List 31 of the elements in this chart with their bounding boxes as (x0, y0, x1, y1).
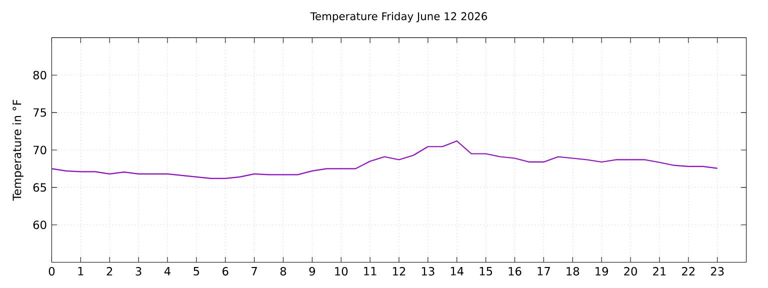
x-tick-label: 14 (450, 267, 464, 276)
x-tick-label: 11 (364, 267, 376, 276)
x-tick-label: 20 (624, 267, 637, 276)
x-tick-label: 22 (682, 267, 694, 276)
x-tick-label: 0 (48, 267, 55, 276)
x-tick-label: 13 (422, 267, 434, 276)
x-tick-label: 7 (252, 267, 257, 276)
y-tick-label: 80 (33, 70, 46, 80)
chart-title: Temperature Friday June 12 2026 (310, 12, 487, 22)
x-tick-label: 3 (136, 267, 142, 276)
x-tick-label: 21 (653, 267, 666, 276)
x-tick-label: 4 (164, 267, 170, 276)
x-tick-label: 1 (78, 267, 84, 276)
y-tick-label: 65 (33, 183, 46, 192)
x-tick-label: 12 (393, 267, 406, 276)
y-tick-label: 70 (34, 146, 46, 154)
y-axis-title: Temperature in °F (12, 100, 24, 201)
x-tick-label: 16 (508, 267, 522, 276)
x-tick-label: 15 (480, 267, 492, 276)
x-tick-label: 2 (106, 267, 112, 276)
y-tick-label: 75 (34, 108, 46, 117)
x-tick-label: 8 (280, 267, 286, 276)
x-tick-label: 18 (566, 267, 580, 276)
x-tick-label: 19 (596, 267, 608, 276)
y-tick-label: 60 (33, 220, 46, 230)
x-tick-label: 23 (710, 267, 724, 276)
x-tick-label: 6 (222, 267, 228, 276)
x-tick-label: 17 (538, 267, 550, 276)
x-tick-label: 9 (309, 267, 315, 276)
x-tick-label: 10 (335, 267, 348, 276)
x-tick-label: 5 (194, 267, 200, 276)
